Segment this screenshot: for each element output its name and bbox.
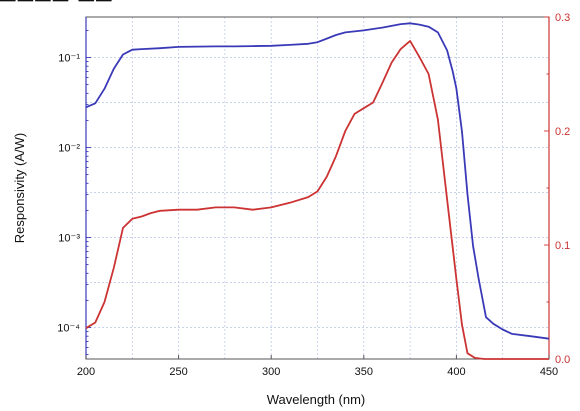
- plot-frame: [85, 16, 550, 360]
- x-tick-label: 200: [77, 366, 95, 378]
- series-line-blue: [85, 22, 550, 340]
- grid-lines: [85, 17, 550, 359]
- right-tick-label: 0.2: [555, 126, 570, 138]
- x-tick-label: 450: [540, 366, 558, 378]
- left-tick-label: 10⁻³: [58, 233, 80, 245]
- right-tick-label: 0.1: [555, 240, 570, 252]
- axis-tick-labels: 200 250 300 350 400 450 10⁻¹ 10⁻² 10⁻³ 10⁻⁴ 0.0 0.1…: [57, 12, 570, 378]
- left-tick-label: 10⁻⁴: [57, 323, 80, 335]
- left-tick-label: 10⁻²: [58, 143, 80, 155]
- x-tick-label: 250: [169, 366, 187, 378]
- data-series: [85, 22, 550, 360]
- x-tick-label: 300: [262, 366, 280, 378]
- clipped-title-fragment: ▀▀▀▀ ▀▀: [0, 0, 114, 13]
- series-line-red: [85, 40, 549, 360]
- axis-ticks: [85, 16, 550, 360]
- left-y-axis-label: Responsivity (A/W): [12, 133, 27, 244]
- right-tick-label: 0.0: [555, 354, 570, 366]
- left-tick-label: 10⁻¹: [58, 53, 80, 65]
- x-axis-label: Wavelength (nm): [267, 392, 366, 407]
- x-tick-label: 400: [447, 366, 465, 378]
- right-tick-label: 0.3: [555, 12, 570, 24]
- x-tick-label: 350: [355, 366, 373, 378]
